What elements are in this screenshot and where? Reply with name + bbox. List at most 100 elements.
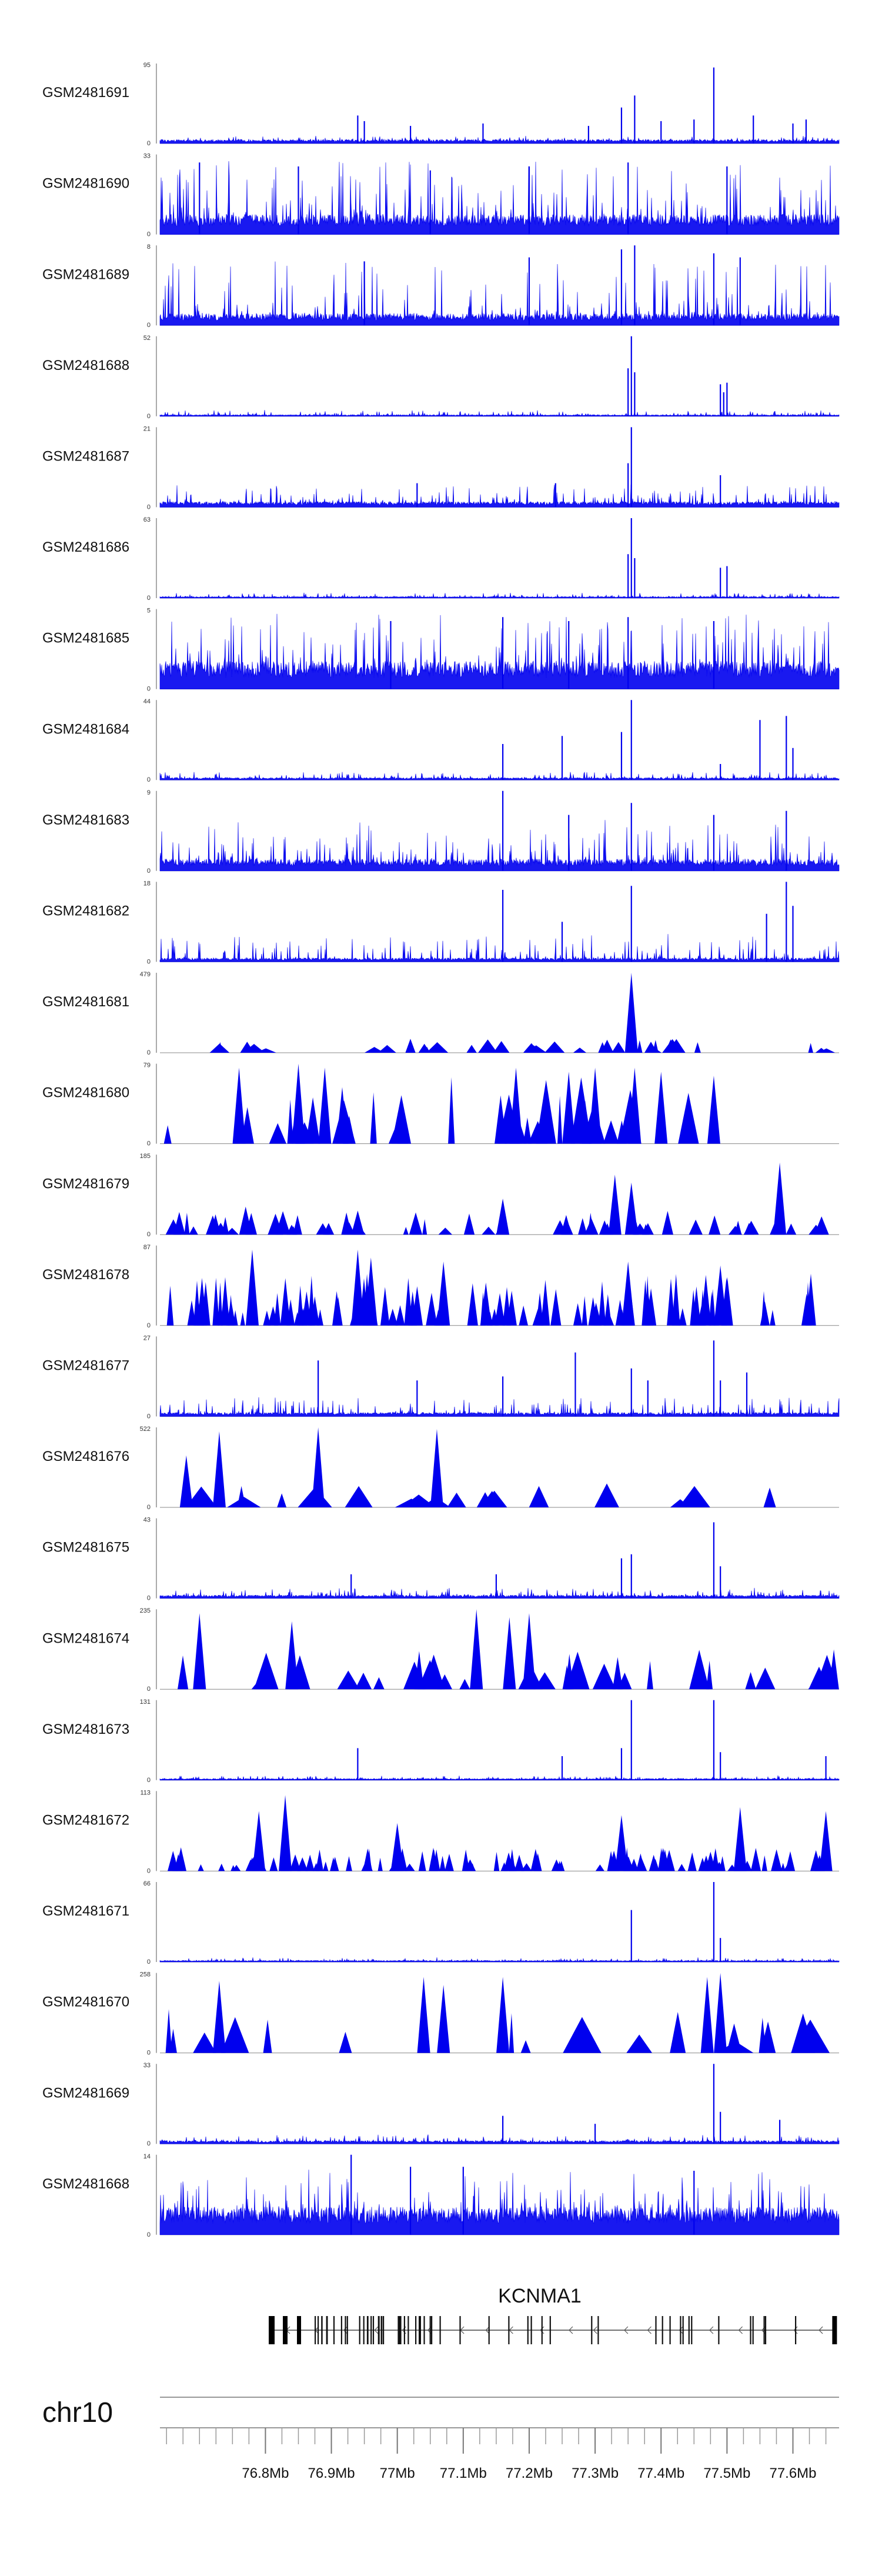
track-peak bbox=[637, 1040, 643, 1053]
track-ymin-label: 0 bbox=[147, 595, 151, 602]
track-signal-area bbox=[159, 934, 840, 962]
track-peak bbox=[293, 1215, 302, 1235]
track-peak bbox=[529, 1486, 549, 1507]
track-peak bbox=[705, 1851, 716, 1871]
gene-exon bbox=[655, 2316, 657, 2344]
strand-arrow bbox=[738, 2326, 743, 2334]
track-peak bbox=[323, 1223, 335, 1235]
gene-exon bbox=[591, 2316, 593, 2344]
axis-tick-label: 77.5Mb bbox=[703, 2465, 750, 2481]
track-peak bbox=[540, 1280, 550, 1326]
track-peak bbox=[533, 1853, 542, 1871]
track-peak bbox=[495, 1293, 505, 1326]
gene-exon bbox=[383, 2316, 385, 2344]
track-peak bbox=[528, 1121, 548, 1144]
gene-exon bbox=[429, 2316, 431, 2344]
track-peak bbox=[463, 1213, 475, 1235]
track-peak bbox=[698, 1857, 707, 1871]
track-peak bbox=[462, 1849, 470, 1871]
gene-exon bbox=[370, 2316, 372, 2344]
track-sample-label: GSM2481685 bbox=[42, 630, 129, 646]
track-sample-label: GSM2481670 bbox=[42, 1994, 129, 2010]
gene-exon bbox=[407, 2316, 409, 2344]
gene-exon bbox=[662, 2316, 663, 2344]
track-peak bbox=[598, 1042, 607, 1053]
track-signal-area bbox=[159, 161, 840, 235]
track-peak bbox=[728, 1226, 743, 1235]
track-peak bbox=[771, 1849, 783, 1871]
track-peak bbox=[657, 1848, 669, 1871]
track-peak bbox=[263, 1310, 271, 1326]
track-peak bbox=[403, 1227, 409, 1235]
track-peak bbox=[770, 1310, 776, 1326]
track-peak bbox=[636, 1853, 645, 1871]
track-peak bbox=[786, 1223, 797, 1235]
track-peak bbox=[622, 1262, 635, 1326]
gene-exon bbox=[508, 2316, 510, 2344]
track-ymin-label: 0 bbox=[147, 1140, 151, 1147]
track-peak bbox=[228, 1294, 234, 1326]
track-peak bbox=[312, 1427, 325, 1507]
track-peak bbox=[279, 1795, 292, 1871]
gene-exon bbox=[763, 2316, 765, 2344]
track-peak bbox=[221, 2017, 249, 2053]
strand-arrow bbox=[709, 2326, 714, 2334]
track-peak bbox=[305, 1854, 315, 1871]
track-ymin-label: 0 bbox=[147, 1595, 151, 1602]
track-peak bbox=[662, 1211, 673, 1235]
track-peak bbox=[700, 1977, 714, 2053]
track-signal-area bbox=[159, 2170, 840, 2235]
track-peak bbox=[709, 1292, 715, 1326]
track-peak bbox=[523, 1117, 532, 1144]
track-peak bbox=[760, 1301, 770, 1326]
track-peak bbox=[603, 1120, 619, 1144]
track-peak bbox=[220, 1277, 230, 1326]
track-sample-label: GSM2481682 bbox=[42, 903, 129, 919]
track-ymax-label: 113 bbox=[140, 1789, 151, 1796]
gene-exon bbox=[541, 2316, 543, 2344]
track-signal-area bbox=[159, 410, 840, 417]
track-peak bbox=[218, 1863, 225, 1871]
track-peak bbox=[437, 1985, 450, 2053]
track-peak bbox=[662, 1039, 683, 1053]
gene-exon bbox=[419, 2316, 420, 2344]
track-sample-label: GSM2481683 bbox=[42, 812, 129, 828]
track-peak bbox=[310, 1296, 320, 1326]
track-peak bbox=[178, 1655, 189, 1690]
track-ymax-label: 18 bbox=[143, 880, 151, 887]
track-GSM2481683: GSM2481683 9 0 bbox=[42, 789, 840, 875]
track-peak bbox=[417, 1977, 430, 2053]
gene-exon bbox=[439, 2316, 441, 2344]
track-peak bbox=[198, 1864, 204, 1871]
track-peak bbox=[437, 1262, 450, 1326]
track-peak bbox=[496, 1977, 510, 2053]
track-peak bbox=[237, 1486, 246, 1507]
gene-exon bbox=[346, 2316, 348, 2344]
gene-exon bbox=[318, 2316, 319, 2344]
gene-exon bbox=[680, 2316, 681, 2344]
track-GSM2481671: GSM2481671 66 0 bbox=[42, 1880, 840, 1966]
track-peak bbox=[562, 1072, 576, 1144]
track-peak bbox=[397, 1109, 410, 1144]
strand-arrow bbox=[485, 2326, 490, 2334]
track-peak bbox=[628, 1067, 642, 1144]
track-peak bbox=[570, 1077, 592, 1144]
track-peak bbox=[277, 1493, 287, 1507]
track-peak bbox=[526, 1045, 542, 1053]
track-ymin-label: 0 bbox=[147, 140, 151, 147]
gene-exon bbox=[399, 2316, 401, 2344]
track-peak bbox=[550, 1289, 562, 1326]
gene-annotation-track: KCNMA1 bbox=[269, 2285, 837, 2344]
track-ymax-label: 79 bbox=[143, 1062, 151, 1069]
track-peak bbox=[286, 1224, 297, 1235]
track-peak bbox=[447, 1493, 466, 1507]
track-peak bbox=[679, 1486, 710, 1507]
gene-label: KCNMA1 bbox=[498, 2285, 582, 2307]
track-sample-label: GSM2481669 bbox=[42, 2085, 129, 2101]
track-sample-label: GSM2481674 bbox=[42, 1630, 129, 1646]
track-peak bbox=[678, 1093, 699, 1144]
track-peak bbox=[563, 2017, 602, 2053]
track-ymin-label: 0 bbox=[147, 503, 151, 510]
track-ymax-label: 9 bbox=[147, 789, 151, 796]
track-GSM2481674: GSM2481674 235 0 bbox=[42, 1607, 839, 1693]
